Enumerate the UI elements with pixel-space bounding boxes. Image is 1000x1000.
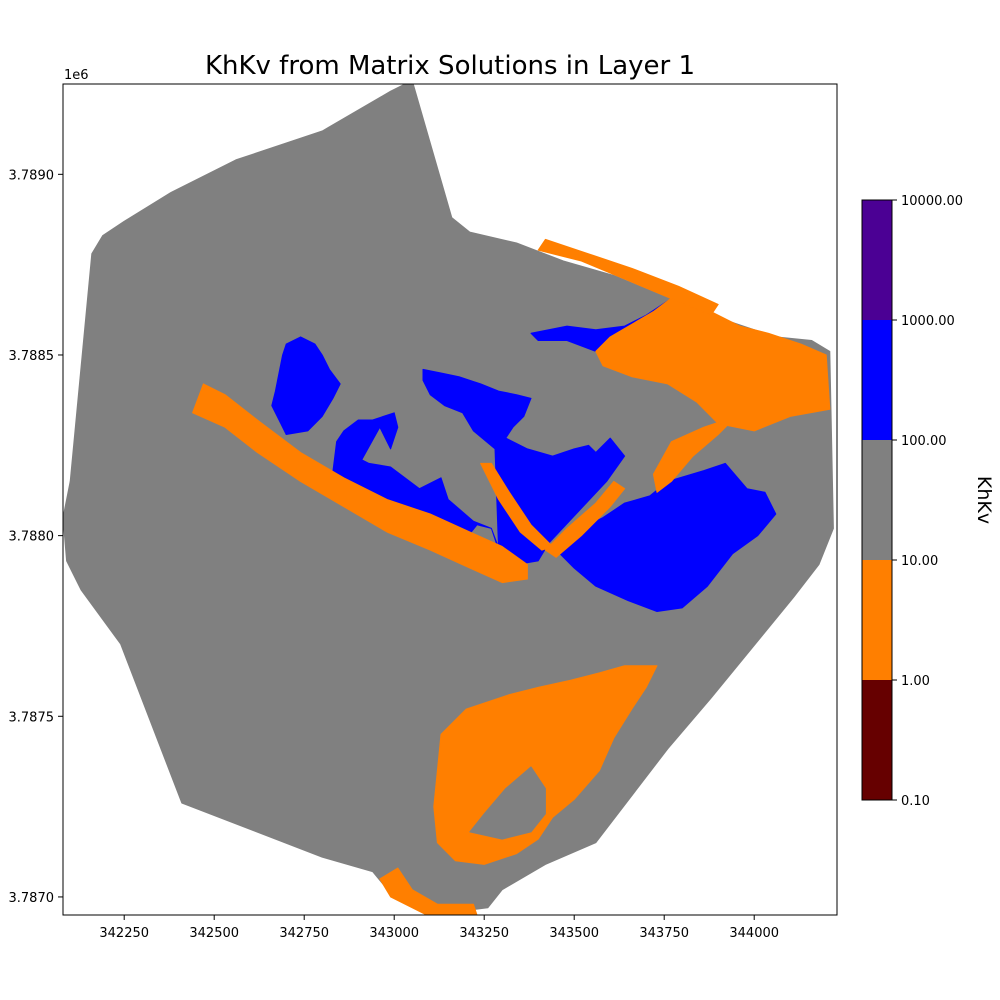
x-tick-label: 344000 bbox=[729, 926, 779, 941]
x-axis: 342250 342500 342750 343000 343250 343500 3437… bbox=[99, 915, 779, 941]
region-north-orange-edge bbox=[537, 238, 719, 316]
chart-title: KhKv from Matrix Solutions in Layer 1 bbox=[205, 51, 695, 81]
region-orange-mid-east bbox=[652, 415, 737, 493]
colorbar-tick-label: 0.10 bbox=[901, 794, 930, 809]
region-south-gray-core bbox=[469, 766, 546, 840]
x-tick-label: 343250 bbox=[459, 926, 509, 941]
plot-frame bbox=[62, 83, 838, 916]
colorbar: 0.10 1.00 10.00 100.00 1000.00 10000.00 bbox=[861, 194, 963, 809]
region-northwest-sand-patch bbox=[271, 336, 341, 435]
colorbar-segment bbox=[862, 560, 892, 680]
y-tick-label: 3.7885 bbox=[9, 349, 55, 364]
colorbar-tick-label: 10000.00 bbox=[901, 194, 963, 209]
colorbar-label: KhKv bbox=[973, 476, 995, 524]
region-west-orange-strip bbox=[192, 383, 528, 584]
x-tick-label: 342250 bbox=[99, 926, 149, 941]
x-tick-label: 343000 bbox=[369, 926, 419, 941]
y-tick-label: 3.7880 bbox=[9, 530, 55, 545]
y-tick-label: 3.7890 bbox=[9, 168, 55, 183]
x-tick-label: 343750 bbox=[639, 926, 689, 941]
plot-area bbox=[62, 83, 838, 916]
colorbar-frame bbox=[861, 199, 893, 801]
region-central-channel-fill bbox=[332, 368, 626, 565]
y-tick-label: 3.7870 bbox=[9, 891, 55, 906]
colorbar-tick-label: 1.00 bbox=[901, 674, 930, 689]
x-tick-label: 343500 bbox=[549, 926, 599, 941]
colorbar-tick-label: 100.00 bbox=[901, 434, 947, 449]
region-orange-diagonal-right bbox=[544, 480, 626, 558]
colorbar-tick-label: 1000.00 bbox=[901, 314, 955, 329]
y-axis: 3.7890 3.7885 3.7880 3.7875 3.7870 bbox=[9, 168, 63, 906]
colorbar-segment bbox=[862, 440, 892, 560]
y-offset-label: 1e6 bbox=[64, 68, 89, 83]
colorbar-tick-label: 10.00 bbox=[901, 554, 938, 569]
x-tick-label: 342750 bbox=[279, 926, 329, 941]
region-south-orange-edge bbox=[379, 867, 478, 915]
x-tick-label: 342500 bbox=[189, 926, 239, 941]
colorbar-segment bbox=[862, 200, 892, 320]
colorbar-segment bbox=[862, 320, 892, 440]
y-tick-label: 3.7875 bbox=[9, 710, 55, 725]
region-east-sand-body bbox=[559, 462, 777, 612]
colorbar-segment bbox=[862, 680, 892, 800]
